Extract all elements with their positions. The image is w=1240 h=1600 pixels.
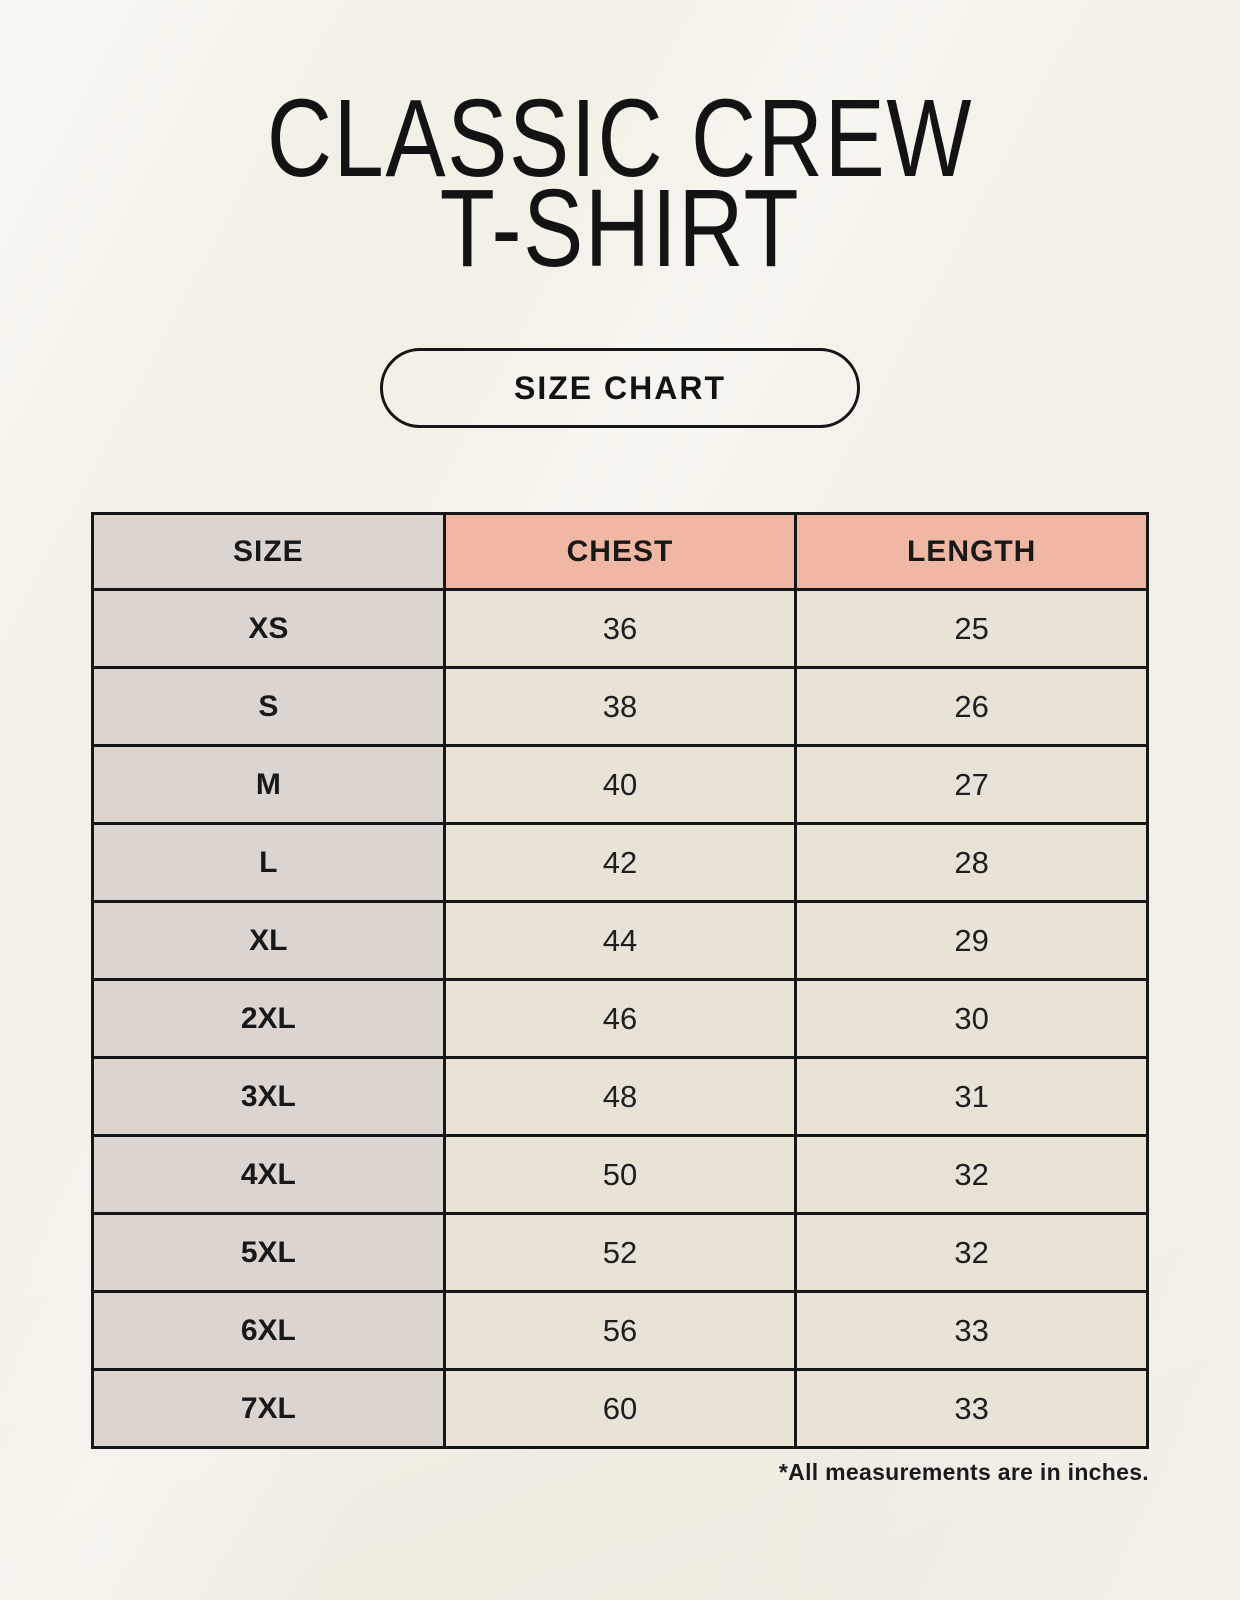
size-table-container: SIZE CHEST LENGTH XS 36 25 S 38 26 bbox=[91, 512, 1149, 1449]
table-row: 3XL 48 31 bbox=[91, 1056, 1149, 1137]
size-cell: L bbox=[91, 822, 446, 903]
chest-cell: 52 bbox=[442, 1212, 798, 1293]
table-row: 6XL 56 33 bbox=[91, 1290, 1149, 1371]
table-row: M 40 27 bbox=[91, 744, 1149, 825]
column-header-length: LENGTH bbox=[794, 512, 1149, 591]
length-cell: 32 bbox=[794, 1212, 1149, 1293]
size-table: SIZE CHEST LENGTH XS 36 25 S 38 26 bbox=[91, 512, 1149, 1449]
chest-cell: 48 bbox=[442, 1056, 798, 1137]
length-cell: 31 bbox=[794, 1056, 1149, 1137]
chest-cell: 50 bbox=[442, 1134, 798, 1215]
table-row: 4XL 50 32 bbox=[91, 1134, 1149, 1215]
length-cell: 32 bbox=[794, 1134, 1149, 1215]
length-cell: 27 bbox=[794, 744, 1149, 825]
page-title: CLASSIC CREW T-SHIRT bbox=[112, 0, 1129, 290]
length-cell: 33 bbox=[794, 1368, 1149, 1449]
length-cell: 25 bbox=[794, 588, 1149, 669]
chest-cell: 46 bbox=[442, 978, 798, 1059]
table-row: 2XL 46 30 bbox=[91, 978, 1149, 1059]
size-cell: 4XL bbox=[91, 1134, 446, 1215]
chest-cell: 36 bbox=[442, 588, 798, 669]
size-cell: 6XL bbox=[91, 1290, 446, 1371]
table-header-row: SIZE CHEST LENGTH bbox=[91, 512, 1149, 591]
size-cell: M bbox=[91, 744, 446, 825]
size-cell: 2XL bbox=[91, 978, 446, 1059]
table-row: 5XL 52 32 bbox=[91, 1212, 1149, 1293]
table-row: XS 36 25 bbox=[91, 588, 1149, 669]
length-cell: 33 bbox=[794, 1290, 1149, 1371]
length-cell: 30 bbox=[794, 978, 1149, 1059]
column-header-chest: CHEST bbox=[442, 512, 798, 591]
table-row: L 42 28 bbox=[91, 822, 1149, 903]
size-cell: 7XL bbox=[91, 1368, 446, 1449]
size-chart-button-label: SIZE CHART bbox=[514, 369, 726, 406]
page-content: CLASSIC CREW T-SHIRT SIZE CHART SIZE CHE… bbox=[91, 0, 1149, 1485]
size-cell: S bbox=[91, 666, 446, 747]
table-row: XL 44 29 bbox=[91, 900, 1149, 981]
table-row: S 38 26 bbox=[91, 666, 1149, 747]
chest-cell: 38 bbox=[442, 666, 798, 747]
table-row: 7XL 60 33 bbox=[91, 1368, 1149, 1449]
chest-cell: 56 bbox=[442, 1290, 798, 1371]
column-header-size: SIZE bbox=[91, 512, 446, 591]
chest-cell: 42 bbox=[442, 822, 798, 903]
page-title-line-2: T-SHIRT bbox=[439, 167, 801, 290]
size-cell: 5XL bbox=[91, 1212, 446, 1293]
size-chart-button[interactable]: SIZE CHART bbox=[380, 348, 860, 428]
size-cell: XL bbox=[91, 900, 446, 981]
length-cell: 29 bbox=[794, 900, 1149, 981]
chest-cell: 44 bbox=[442, 900, 798, 981]
chest-cell: 40 bbox=[442, 744, 798, 825]
length-cell: 26 bbox=[794, 666, 1149, 747]
measurements-footnote: *All measurements are in inches. bbox=[778, 1459, 1149, 1485]
size-cell: 3XL bbox=[91, 1056, 446, 1137]
length-cell: 28 bbox=[794, 822, 1149, 903]
size-cell: XS bbox=[91, 588, 446, 669]
chest-cell: 60 bbox=[442, 1368, 798, 1449]
